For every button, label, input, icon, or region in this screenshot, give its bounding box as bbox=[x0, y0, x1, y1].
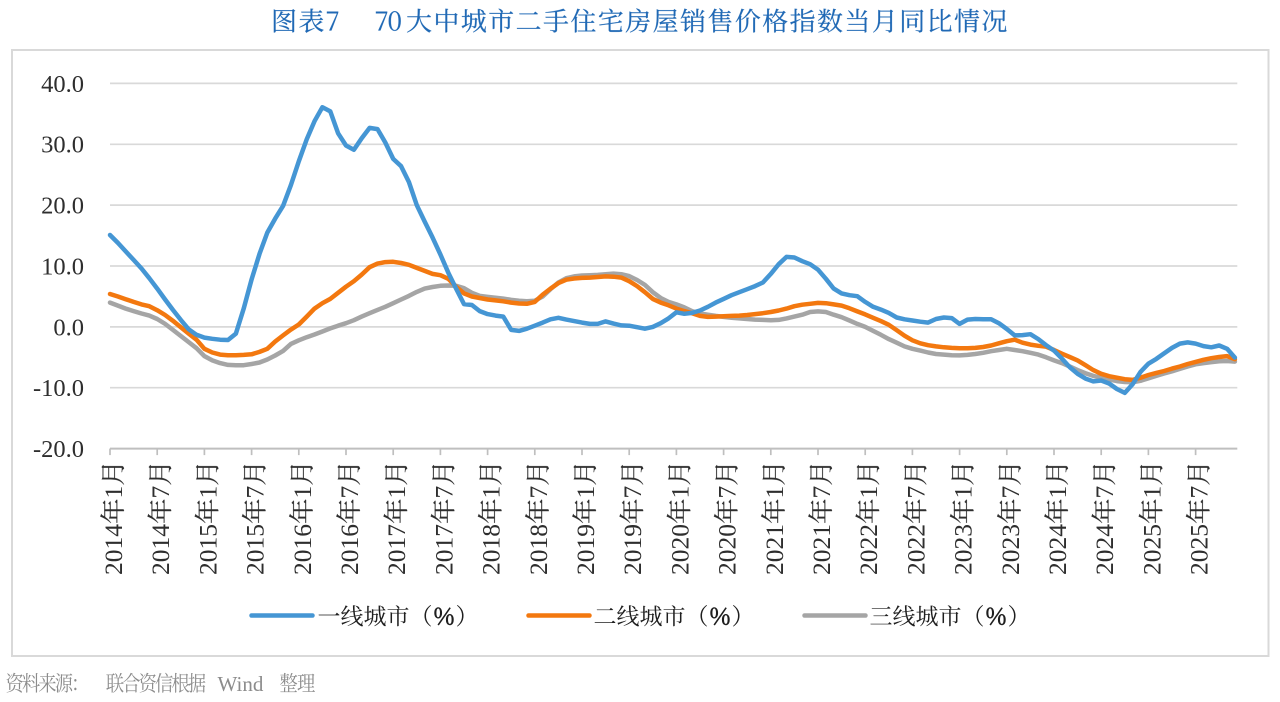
svg-text:30.0: 30.0 bbox=[41, 132, 84, 159]
svg-text:10.0: 10.0 bbox=[41, 253, 84, 280]
svg-text:2024: 2024 bbox=[1043, 524, 1072, 575]
svg-text:Wind: Wind bbox=[218, 672, 264, 696]
svg-text:7: 7 bbox=[524, 486, 553, 499]
svg-text:2017: 2017 bbox=[429, 524, 458, 575]
svg-text:1: 1 bbox=[1043, 486, 1072, 499]
svg-text:2022: 2022 bbox=[901, 524, 930, 575]
svg-text:-10.0: -10.0 bbox=[33, 375, 84, 402]
svg-text:2019: 2019 bbox=[571, 524, 600, 575]
svg-text:1: 1 bbox=[382, 486, 411, 499]
svg-text:2018: 2018 bbox=[477, 524, 506, 575]
svg-text:7: 7 bbox=[713, 486, 742, 499]
svg-text:2015: 2015 bbox=[241, 524, 270, 575]
svg-text:1: 1 bbox=[477, 486, 506, 499]
svg-text:7: 7 bbox=[996, 486, 1025, 499]
svg-text:2017: 2017 bbox=[382, 524, 411, 575]
svg-text:7: 7 bbox=[241, 486, 270, 499]
svg-text:1: 1 bbox=[193, 486, 222, 499]
svg-text:7: 7 bbox=[429, 486, 458, 499]
svg-text:2025: 2025 bbox=[1185, 524, 1214, 575]
svg-text:2018: 2018 bbox=[524, 524, 553, 575]
svg-text:2023: 2023 bbox=[996, 524, 1025, 575]
svg-text:2019: 2019 bbox=[618, 524, 647, 575]
svg-text:1: 1 bbox=[1137, 486, 1166, 499]
svg-text:2022: 2022 bbox=[854, 524, 883, 575]
svg-text:2015: 2015 bbox=[193, 524, 222, 575]
svg-text:2024: 2024 bbox=[1090, 524, 1119, 575]
svg-text:2020: 2020 bbox=[713, 524, 742, 575]
svg-text:2021: 2021 bbox=[807, 524, 836, 575]
svg-text:1: 1 bbox=[288, 486, 317, 499]
svg-text:7: 7 bbox=[146, 486, 175, 499]
svg-text:7: 7 bbox=[901, 486, 930, 499]
svg-text:2016: 2016 bbox=[288, 524, 317, 575]
svg-text:2014: 2014 bbox=[99, 524, 128, 575]
svg-text:7: 7 bbox=[1185, 486, 1214, 499]
svg-text:1: 1 bbox=[571, 486, 600, 499]
svg-text:20.0: 20.0 bbox=[41, 193, 84, 220]
svg-text:7: 7 bbox=[335, 486, 364, 499]
svg-text:1: 1 bbox=[665, 486, 694, 499]
svg-text:1: 1 bbox=[760, 486, 789, 499]
svg-text:40.0: 40.0 bbox=[41, 71, 84, 98]
svg-text:1: 1 bbox=[949, 486, 978, 499]
svg-text:2023: 2023 bbox=[949, 524, 978, 575]
svg-text:2016: 2016 bbox=[335, 524, 364, 575]
svg-text:7: 7 bbox=[1090, 486, 1119, 499]
svg-text:2025: 2025 bbox=[1137, 524, 1166, 575]
svg-text:7: 7 bbox=[807, 486, 836, 499]
svg-text:1: 1 bbox=[99, 486, 128, 499]
svg-text:2021: 2021 bbox=[760, 524, 789, 575]
svg-text:2020: 2020 bbox=[665, 524, 694, 575]
svg-text:2014: 2014 bbox=[146, 524, 175, 575]
svg-text:1: 1 bbox=[854, 486, 883, 499]
svg-text:7: 7 bbox=[618, 486, 647, 499]
svg-text:-20.0: -20.0 bbox=[33, 436, 84, 463]
svg-text:0.0: 0.0 bbox=[53, 314, 84, 341]
